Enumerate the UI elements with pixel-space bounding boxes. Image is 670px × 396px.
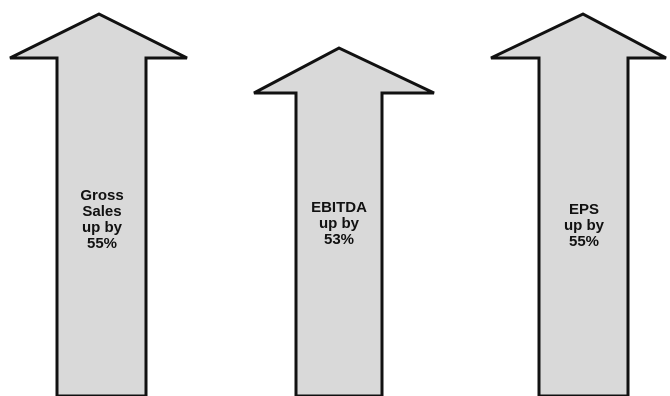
label-ebitda: EBITDA up by 53% (311, 199, 367, 248)
arrow-gross-sales (9, 12, 188, 396)
label-gross-sales: Gross Sales up by 55% (80, 187, 124, 252)
arrow-eps (490, 12, 667, 396)
label-eps: EPS up by 55% (564, 201, 604, 250)
arrow-ebitda (253, 46, 435, 396)
